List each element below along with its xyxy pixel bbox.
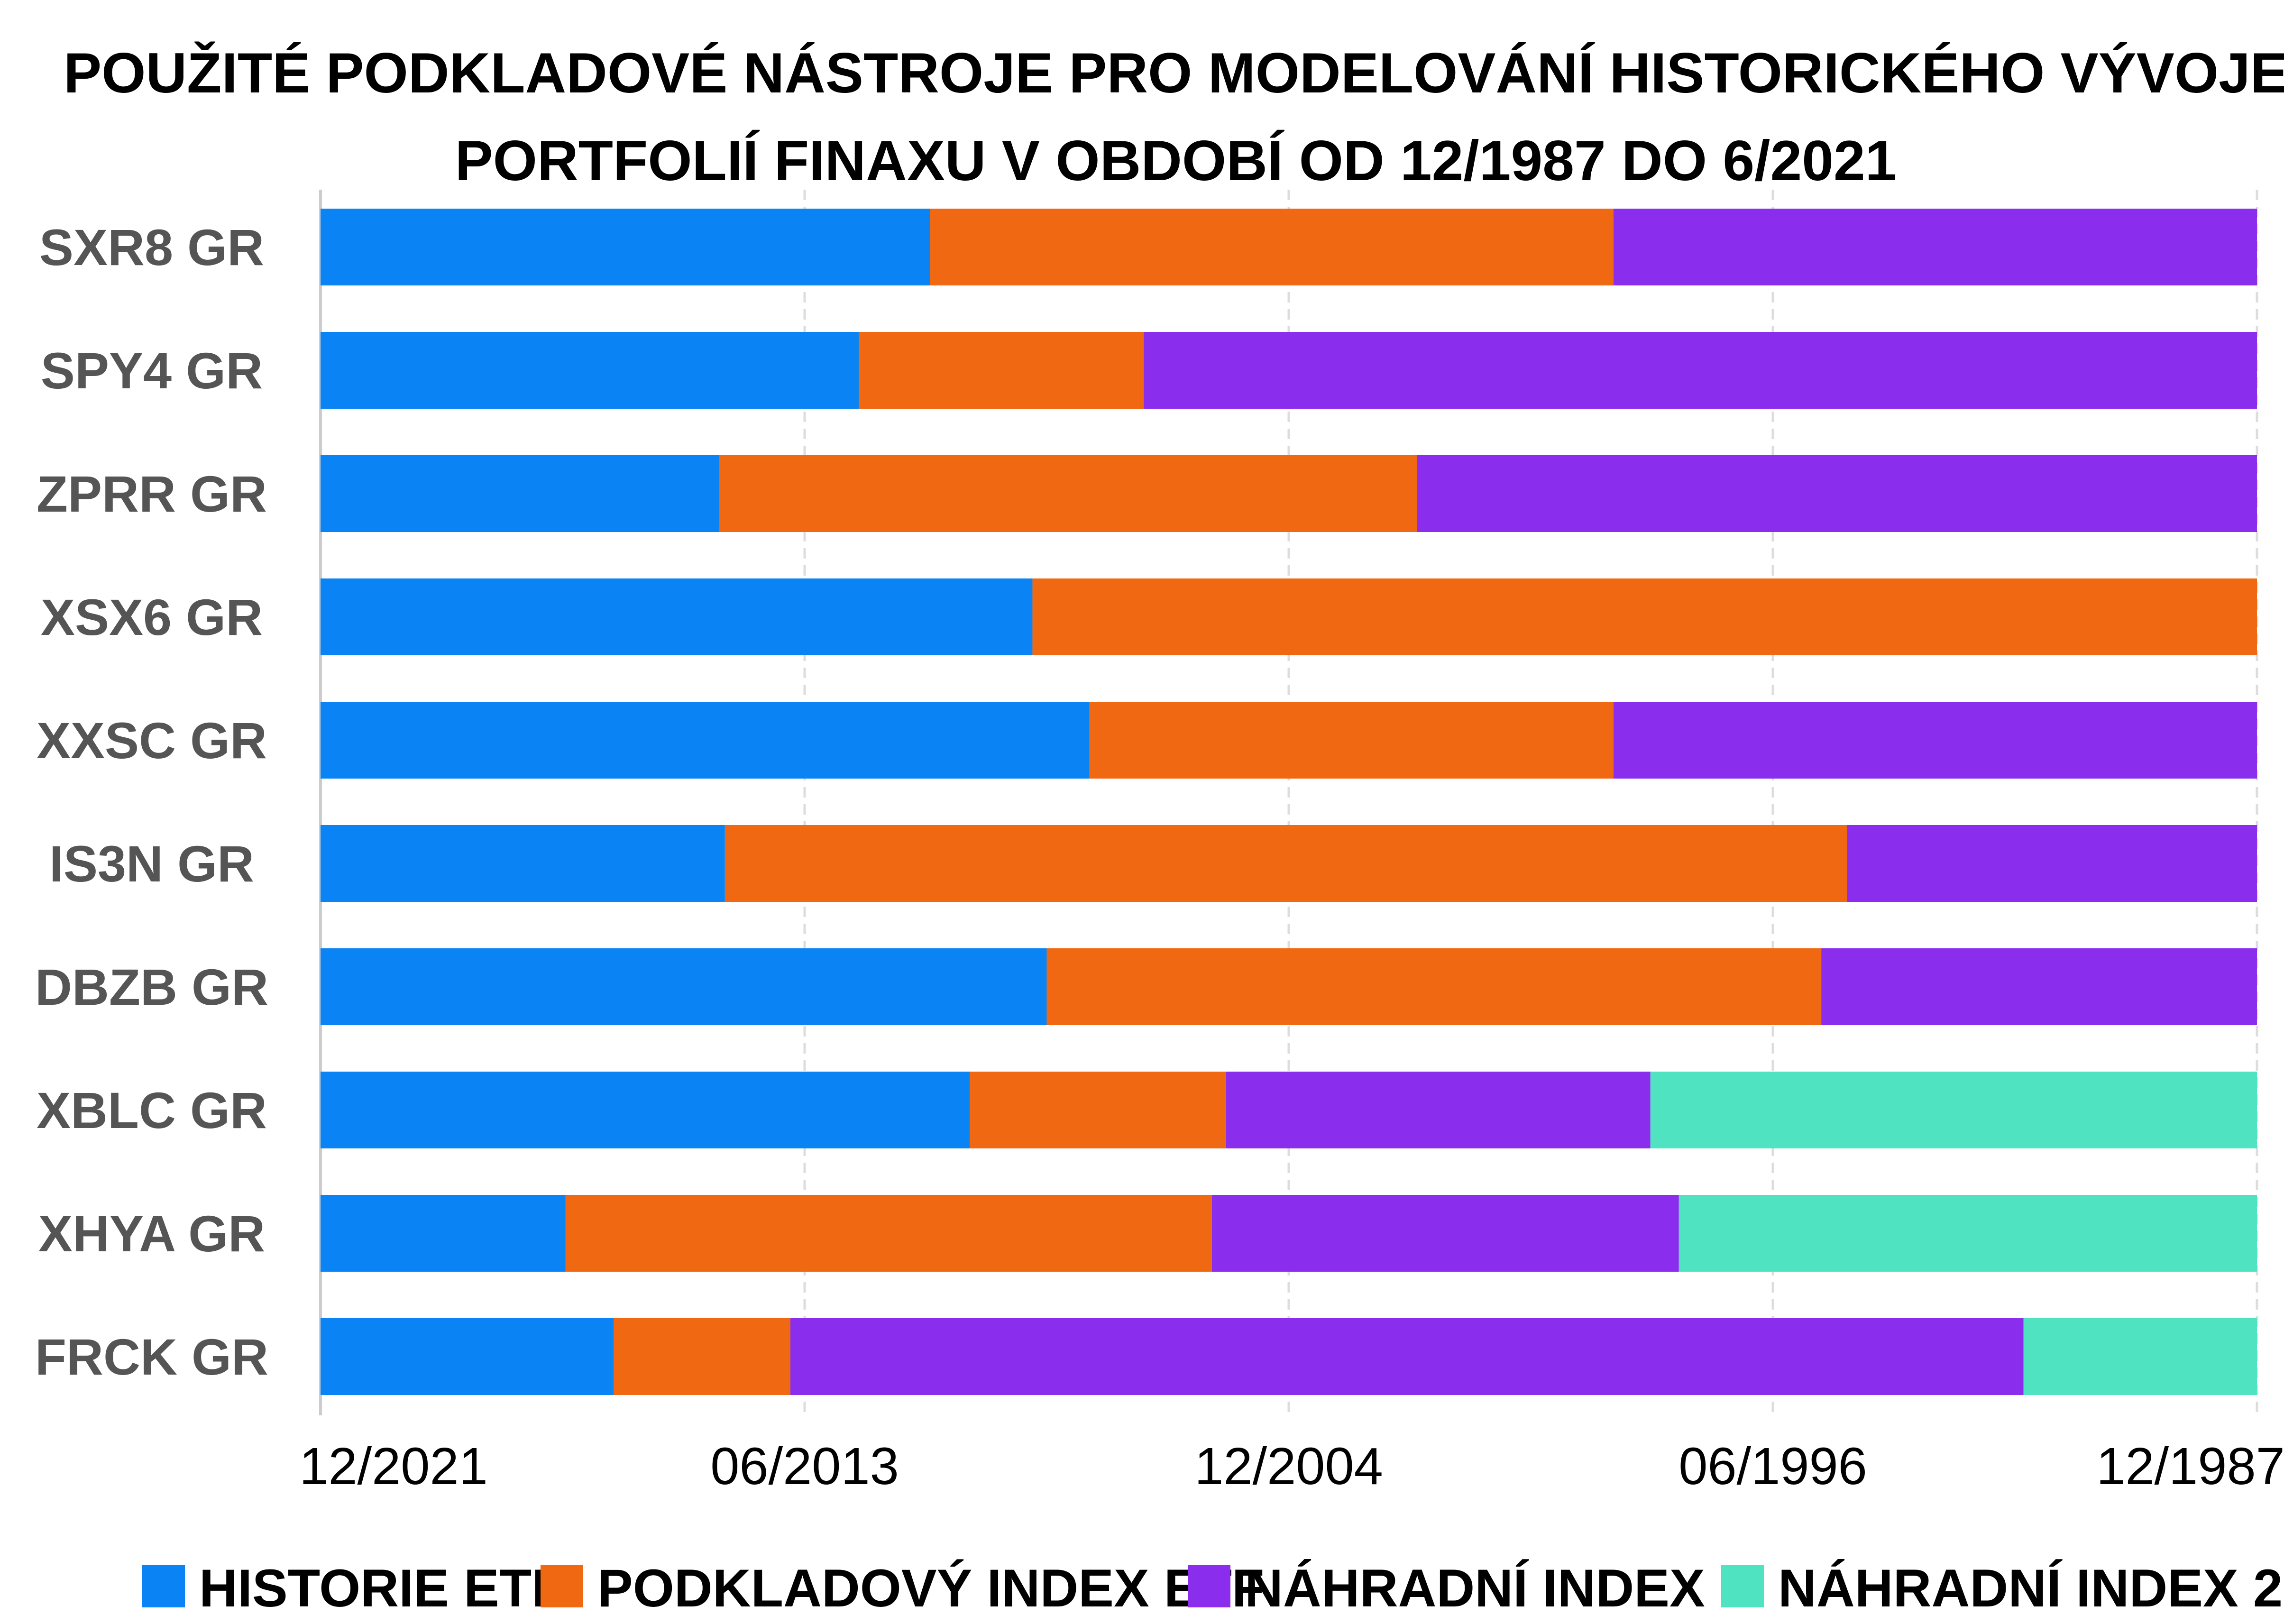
- x-tick-label: 06/2013: [710, 1437, 899, 1496]
- bar-segment: [930, 209, 1614, 285]
- bars-group: [321, 209, 2257, 1395]
- bar-segment: [321, 825, 725, 902]
- bar-segment: [1650, 1072, 2257, 1148]
- bar-segment: [719, 455, 1417, 532]
- legend-swatch: [1721, 1565, 1764, 1607]
- legend-label: NÁHRADNÍ INDEX 1: [1245, 1559, 1749, 1618]
- bar-segment: [1046, 948, 1822, 1025]
- bar-segment: [321, 332, 859, 409]
- x-tick-label: 06/1996: [1679, 1437, 1867, 1496]
- legend: HISTORIE ETF PODKLADOVÝ INDEX ETFNÁHRADNÍ…: [142, 1559, 2283, 1618]
- bar-segment: [321, 1195, 566, 1272]
- bar-segment: [321, 1318, 614, 1395]
- bar-segment: [1821, 948, 2257, 1025]
- legend-swatch: [541, 1565, 583, 1607]
- category-label: ZPRR GR: [37, 465, 267, 523]
- bar-segment: [321, 702, 1090, 779]
- bar-segment: [1613, 209, 2257, 285]
- legend-label: NÁHRADNÍ INDEX 2: [1778, 1559, 2283, 1618]
- legend-swatch: [1188, 1565, 1230, 1607]
- x-tick-labels: 12/2021 06/2013 12/2004 06/1996 12/1987: [299, 1437, 2284, 1496]
- category-labels: SXR8 GR SPY4 GR ZPRR GR XSX6 GR XXSC GR IS3N …: [35, 219, 268, 1385]
- category-label: XSX6 GR: [41, 588, 263, 646]
- bar-segment: [321, 948, 1047, 1025]
- bar-segment: [1226, 1072, 1651, 1148]
- bar-segment: [321, 209, 930, 285]
- bar-segment: [1613, 702, 2257, 779]
- category-label: SPY4 GR: [41, 342, 263, 399]
- bar-segment: [2023, 1318, 2257, 1395]
- bar-segment: [321, 1072, 970, 1148]
- bar-segment: [1847, 825, 2257, 902]
- bar-segment: [1417, 455, 2257, 532]
- category-label: XHYA GR: [38, 1205, 265, 1262]
- bar-segment: [725, 825, 1847, 902]
- bar-segment: [1032, 578, 2257, 655]
- x-tick-label: 12/2004: [1194, 1437, 1383, 1496]
- legend-label: HISTORIE ETF: [199, 1559, 564, 1618]
- bar-segment: [565, 1195, 1212, 1272]
- bar-segment: [1211, 1195, 1679, 1272]
- category-label: IS3N GR: [49, 835, 254, 892]
- category-label: DBZB GR: [35, 958, 268, 1016]
- legend-swatch: [142, 1565, 185, 1607]
- category-label: XBLC GR: [37, 1082, 267, 1139]
- bar-segment: [614, 1318, 790, 1395]
- bar-segment: [859, 332, 1144, 409]
- category-label: FRCK GR: [35, 1328, 268, 1385]
- chart-title-line-1: POUŽITÉ PODKLADOVÉ NÁSTROJE PRO MODELOVÁ…: [64, 41, 2284, 105]
- bar-segment: [1143, 332, 2257, 409]
- category-label: XXSC GR: [37, 712, 267, 769]
- bar-segment: [790, 1318, 2024, 1395]
- bar-segment: [1679, 1195, 2257, 1272]
- x-tick-label: 12/2021: [299, 1437, 488, 1496]
- category-label: SXR8 GR: [39, 219, 264, 276]
- bar-segment: [1089, 702, 1614, 779]
- bar-segment: [970, 1072, 1226, 1148]
- legend-label: PODKLADOVÝ INDEX ETF: [597, 1559, 1264, 1618]
- bar-segment: [321, 455, 719, 532]
- chart-title-line-2: PORTFOLIÍ FINAXU V OBDOBÍ OD 12/1987 DO …: [455, 129, 1897, 193]
- x-tick-label: 12/1987: [2096, 1437, 2284, 1496]
- bar-segment: [321, 578, 1033, 655]
